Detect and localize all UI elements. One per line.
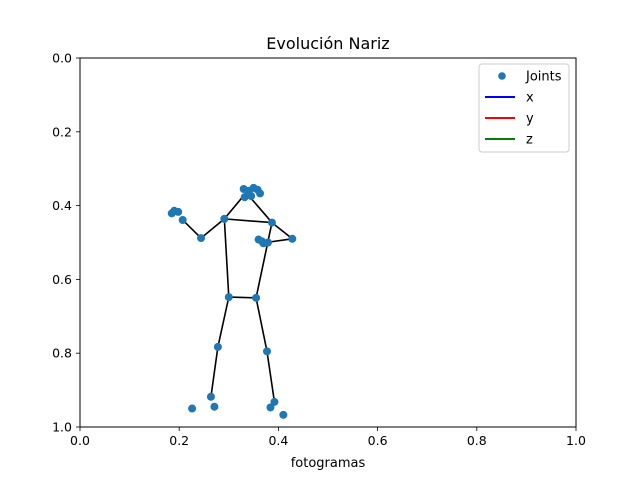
joint-point-6 <box>247 192 256 201</box>
joint-point-24 <box>270 397 279 406</box>
x-tick-label: 0.2 <box>169 433 189 448</box>
y-tick-label: 0.8 <box>52 346 72 361</box>
joint-point-4 <box>256 189 265 198</box>
plot-frame <box>79 57 577 428</box>
skeleton-layer <box>182 192 293 403</box>
skeleton-segment-10 <box>217 296 230 348</box>
joint-point-14 <box>288 234 297 243</box>
chart-title: Evolución Nariz <box>266 34 389 53</box>
skeleton-segment-13 <box>266 351 276 403</box>
joint-point-10 <box>178 215 187 224</box>
joint-point-8 <box>167 209 176 218</box>
joint-point-5 <box>240 193 249 202</box>
joint-point-22 <box>262 347 271 356</box>
x-tick-label: 0.0 <box>70 433 90 448</box>
y-tick-label: 0.0 <box>52 51 72 66</box>
y-tick-label: 0.2 <box>52 124 72 139</box>
joint-point-12 <box>267 218 276 227</box>
joint-point-20 <box>252 293 261 302</box>
y-axis: 0.0 0.2 0.4 0.6 0.8 1.0 <box>52 51 80 435</box>
legend-joints-marker <box>498 72 506 80</box>
legend-label: z <box>526 133 533 148</box>
skeleton-segment-11 <box>210 346 219 397</box>
joint-point-27 <box>266 403 275 412</box>
skeleton-segment-2 <box>224 218 273 224</box>
joint-point-13 <box>197 234 206 243</box>
y-tick-label: 0.6 <box>52 272 72 287</box>
joint-point-25 <box>188 404 197 413</box>
joint-point-9 <box>174 207 183 216</box>
joint-point-23 <box>206 392 215 401</box>
legend-label: x <box>526 91 534 106</box>
skeleton-segment-9 <box>228 296 257 299</box>
joint-point-28 <box>279 410 288 419</box>
skeleton-segment-3 <box>200 218 225 239</box>
skeleton-segment-8 <box>255 222 273 299</box>
x-tick-label: 0.8 <box>467 433 487 448</box>
legend-label: Joints <box>525 70 562 85</box>
y-tick-label: 0.4 <box>52 198 72 213</box>
legend: Joints xyz <box>478 63 570 153</box>
y-tick-label: 1.0 <box>52 420 72 435</box>
joint-point-18 <box>263 238 272 247</box>
joint-point-26 <box>210 402 219 411</box>
legend-items: Joints xyz <box>485 70 562 148</box>
joint-point-11 <box>220 214 229 223</box>
x-tick-label: 1.0 <box>566 433 586 448</box>
skeleton-segment-12 <box>255 297 268 352</box>
x-axis: 0.0 0.2 0.4 0.6 0.8 1.0 <box>70 427 586 448</box>
x-tick-label: 0.4 <box>268 433 288 448</box>
x-tick-label: 0.6 <box>368 433 388 448</box>
legend-box <box>478 63 570 153</box>
skeleton-segment-5 <box>271 221 293 240</box>
skeleton-segment-4 <box>182 219 202 239</box>
joints-layer <box>167 183 297 419</box>
skeleton-segment-7 <box>223 218 230 298</box>
joint-point-21 <box>213 342 222 351</box>
x-axis-label: fotogramas <box>291 456 366 471</box>
joint-point-19 <box>224 293 233 302</box>
legend-label: y <box>526 112 534 127</box>
